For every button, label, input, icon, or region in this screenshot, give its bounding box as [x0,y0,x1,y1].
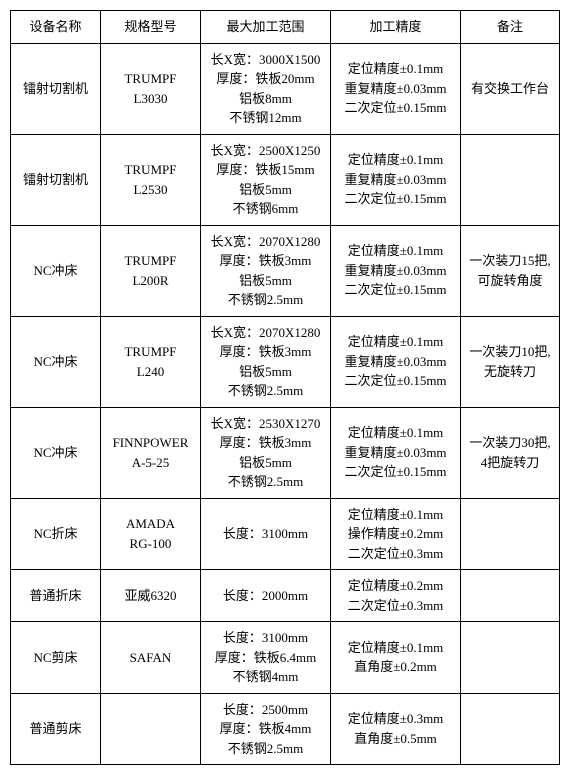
cell-note [461,622,560,694]
cell-range: 长度：2500mm 厚度：铁板4mm 不锈钢2.5mm [201,693,331,765]
cell-note [461,498,560,570]
cell-name: 镭射切割机 [11,43,101,134]
cell-range: 长度：3100mm 厚度：铁板6.4mm 不锈钢4mm [201,622,331,694]
cell-range: 长X宽：2530X1270 厚度：铁板3mm 铝板5mm 不锈钢2.5mm [201,407,331,498]
cell-name: NC冲床 [11,316,101,407]
cell-note: 一次装刀15把, 可旋转角度 [461,225,560,316]
cell-model [101,693,201,765]
cell-precision: 定位精度±0.3mm 直角度±0.5mm [331,693,461,765]
cell-precision: 定位精度±0.1mm 操作精度±0.2mm 二次定位±0.3mm [331,498,461,570]
cell-note [461,134,560,225]
cell-model: SAFAN [101,622,201,694]
cell-range: 长X宽：2500X1250 厚度：铁板15mm 铝板5mm 不锈钢6mm [201,134,331,225]
cell-note: 一次装刀10把, 无旋转刀 [461,316,560,407]
table-row: 普通折床 亚威6320 长度：2000mm 定位精度±0.2mm 二次定位±0.… [11,570,560,622]
cell-name: 普通剪床 [11,693,101,765]
table-row: 普通剪床 长度：2500mm 厚度：铁板4mm 不锈钢2.5mm 定位精度±0.… [11,693,560,765]
cell-model: TRUMPF L200R [101,225,201,316]
header-range: 最大加工范围 [201,11,331,44]
header-precision: 加工精度 [331,11,461,44]
cell-name: NC折床 [11,498,101,570]
cell-model: TRUMPF L240 [101,316,201,407]
cell-name: NC冲床 [11,225,101,316]
cell-name: 普通折床 [11,570,101,622]
cell-range: 长度：3100mm [201,498,331,570]
cell-precision: 定位精度±0.1mm 重复精度±0.03mm 二次定位±0.15mm [331,407,461,498]
table-body: 镭射切割机 TRUMPF L3030 长X宽：3000X1500 厚度：铁板20… [11,43,560,765]
cell-precision: 定位精度±0.1mm 重复精度±0.03mm 二次定位±0.15mm [331,134,461,225]
cell-note [461,570,560,622]
cell-precision: 定位精度±0.2mm 二次定位±0.3mm [331,570,461,622]
cell-note: 有交换工作台 [461,43,560,134]
cell-name: 镭射切割机 [11,134,101,225]
table-row: NC折床 AMADA RG-100 长度：3100mm 定位精度±0.1mm 操… [11,498,560,570]
cell-range: 长X宽：3000X1500 厚度：铁板20mm 铝板8mm 不锈钢12mm [201,43,331,134]
header-model: 规格型号 [101,11,201,44]
cell-range: 长X宽：2070X1280 厚度：铁板3mm 铝板5mm 不锈钢2.5mm [201,225,331,316]
cell-model: FINNPOWER A-5-25 [101,407,201,498]
table-row: NC剪床 SAFAN 长度：3100mm 厚度：铁板6.4mm 不锈钢4mm 定… [11,622,560,694]
header-note: 备注 [461,11,560,44]
header-name: 设备名称 [11,11,101,44]
cell-precision: 定位精度±0.1mm 直角度±0.2mm [331,622,461,694]
table-row: NC冲床 TRUMPF L240 长X宽：2070X1280 厚度：铁板3mm … [11,316,560,407]
table-row: NC冲床 TRUMPF L200R 长X宽：2070X1280 厚度：铁板3mm… [11,225,560,316]
cell-name: NC冲床 [11,407,101,498]
table-row: 镭射切割机 TRUMPF L2530 长X宽：2500X1250 厚度：铁板15… [11,134,560,225]
cell-name: NC剪床 [11,622,101,694]
cell-model: TRUMPF L3030 [101,43,201,134]
cell-note [461,693,560,765]
table-row: 镭射切割机 TRUMPF L3030 长X宽：3000X1500 厚度：铁板20… [11,43,560,134]
cell-model: AMADA RG-100 [101,498,201,570]
cell-range: 长X宽：2070X1280 厚度：铁板3mm 铝板5mm 不锈钢2.5mm [201,316,331,407]
cell-precision: 定位精度±0.1mm 重复精度±0.03mm 二次定位±0.15mm [331,316,461,407]
table-row: NC冲床 FINNPOWER A-5-25 长X宽：2530X1270 厚度：铁… [11,407,560,498]
equipment-table: 设备名称 规格型号 最大加工范围 加工精度 备注 镭射切割机 TRUMPF L3… [10,10,560,765]
header-row: 设备名称 规格型号 最大加工范围 加工精度 备注 [11,11,560,44]
cell-range: 长度：2000mm [201,570,331,622]
cell-note: 一次装刀30把, 4把旋转刀 [461,407,560,498]
cell-model: 亚威6320 [101,570,201,622]
cell-precision: 定位精度±0.1mm 重复精度±0.03mm 二次定位±0.15mm [331,225,461,316]
cell-precision: 定位精度±0.1mm 重复精度±0.03mm 二次定位±0.15mm [331,43,461,134]
cell-model: TRUMPF L2530 [101,134,201,225]
